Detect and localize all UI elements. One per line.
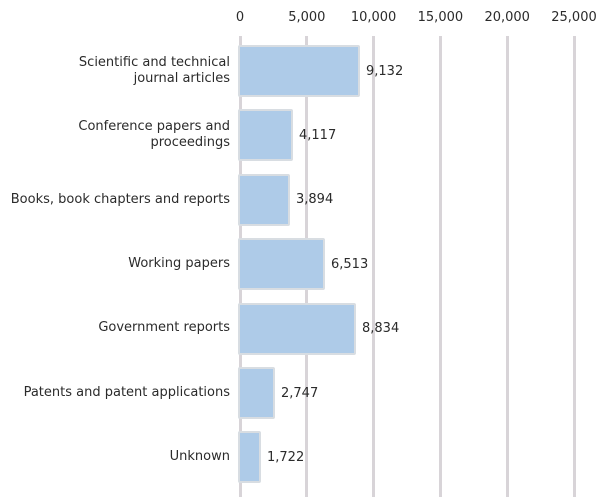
value-label: 3,894 (296, 192, 334, 208)
value-label: 1,722 (267, 449, 305, 465)
x-gridline (572, 36, 576, 497)
x-gridline (505, 36, 509, 497)
bar (238, 173, 290, 226)
x-gridline (372, 36, 376, 497)
value-label: 6,513 (331, 256, 369, 272)
category-label: Scientific and technical journal article… (78, 54, 230, 86)
bar (238, 109, 293, 162)
category-label: Books, book chapters and reports (10, 191, 230, 207)
category-label: Patents and patent applications (23, 384, 230, 400)
category-label: Unknown (169, 449, 230, 465)
x-tick-label: 5,000 (288, 10, 326, 25)
value-label: 2,747 (281, 385, 319, 401)
value-label: 8,834 (362, 321, 400, 337)
bar (238, 367, 275, 419)
x-tick-label: 15,000 (417, 10, 464, 25)
value-label: 4,117 (299, 127, 337, 143)
bar (238, 45, 360, 97)
x-gridline (438, 36, 442, 497)
x-tick-label: 20,000 (484, 10, 530, 25)
x-tick-label: 0 (235, 10, 245, 25)
bar (238, 238, 325, 291)
category-label: Working papers (128, 256, 230, 272)
bar (238, 431, 261, 484)
category-label: Government reports (98, 320, 230, 336)
category-label: Conference papers and proceedings (78, 119, 230, 151)
x-tick-label: 25,000 (551, 10, 597, 25)
bar (238, 302, 356, 355)
value-label: 9,132 (366, 63, 404, 79)
x-tick-label: 10,000 (350, 10, 397, 25)
